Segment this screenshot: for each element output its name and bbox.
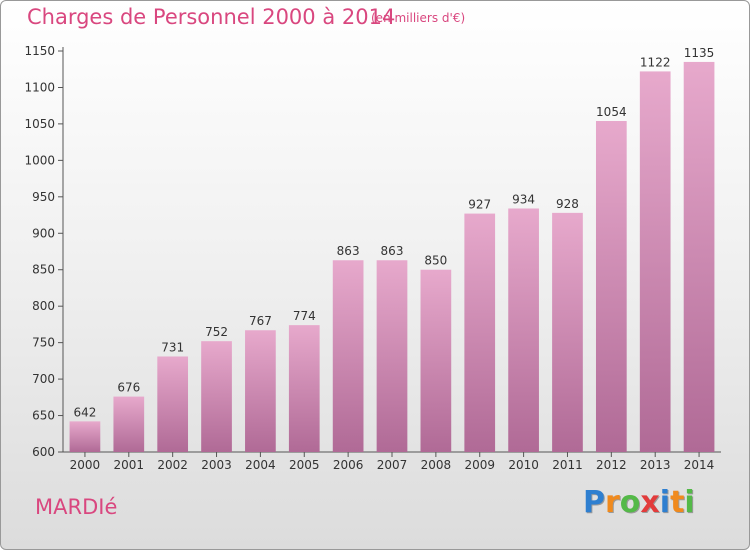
y-tick-label: 1100 [24,80,55,94]
bars: 642 676 731 752 767 774 863 863 850 927 934 928 1054… [69,46,715,452]
bar-value-label: 863 [381,244,404,258]
y-tick-label: 900 [32,226,55,240]
y-axis: 600 650 700 750 800 850 900 950 1000 1050 1100 1150 [24,44,64,459]
x-axis: 2000 2001 2002 2003 2004 2005 2006 2007 2008 2009… [63,451,721,472]
bar-value-label: 731 [161,340,184,354]
logo-letter: P [583,485,605,520]
chart-title: Charges de Personnel 2000 à 2014 [27,5,396,29]
x-tick-label: 2013 [640,458,671,472]
y-tick-label: 1000 [24,153,55,167]
bar-2008 [420,269,452,452]
bar-2009 [464,213,496,452]
y-tick-label: 800 [32,299,55,313]
bar-value-label: 1135 [684,46,715,60]
x-tick-label: 2000 [70,458,101,472]
y-tick-label: 700 [32,372,55,386]
bar-2013 [639,71,671,452]
bar-value-label: 767 [249,314,272,328]
x-tick-label: 2014 [684,458,715,472]
x-tick-label: 2012 [596,458,627,472]
bar-value-label: 642 [73,405,96,419]
logo-letter: r [605,485,620,520]
bar-2004 [245,330,276,452]
bar-value-label: 850 [424,254,447,268]
logo-letter: t [670,485,685,520]
bar-value-label: 752 [205,325,228,339]
y-tick-label: 1050 [24,117,55,131]
logo-letter: i [684,485,695,520]
bar-2001 [113,396,145,452]
bar-value-label: 1122 [640,55,671,69]
bar-2003 [201,341,232,452]
y-tick-label: 950 [32,190,55,204]
x-tick-label: 2002 [157,458,188,472]
x-tick-label: 2011 [552,458,583,472]
bar-2000 [69,421,101,452]
x-tick-label: 2006 [333,458,364,472]
bar-value-label: 863 [337,244,360,258]
chart-subtitle: (en milliers d'€) [371,11,466,25]
logo-letter: o [619,485,641,520]
logo-letter: i [659,485,671,520]
y-tick-label: 650 [32,409,55,423]
x-tick-label: 2005 [289,458,320,472]
y-tick-label: 850 [32,263,55,277]
x-tick-label: 2003 [201,458,232,472]
bar-2010 [508,208,539,452]
bar-2005 [288,325,320,452]
logo-letter: x [640,485,660,520]
x-tick-label: 2009 [464,458,495,472]
y-tick-label: 750 [32,336,55,350]
bar-value-label: 928 [556,197,579,211]
x-tick-label: 2010 [508,458,539,472]
x-tick-label: 2004 [245,458,276,472]
proxiti-logo[interactable]: Proxiti [583,485,695,520]
bar-value-label: 934 [512,192,535,206]
bar-value-label: 1054 [596,105,627,119]
bar-2011 [552,212,583,452]
y-tick-label: 1150 [24,44,55,58]
bar-value-label: 676 [117,381,140,395]
x-tick-label: 2008 [421,458,452,472]
y-tick-label: 600 [32,445,55,459]
bar-2006 [332,260,364,452]
bar-2012 [595,120,627,452]
bar-2007 [376,260,408,452]
bar-value-label: 927 [468,198,491,212]
commune-name: MARDIé [35,495,118,519]
bar-2002 [157,356,189,452]
x-tick-label: 2001 [114,458,145,472]
x-tick-label: 2007 [377,458,408,472]
bar-value-label: 774 [293,309,316,323]
bar-2014 [683,61,715,452]
